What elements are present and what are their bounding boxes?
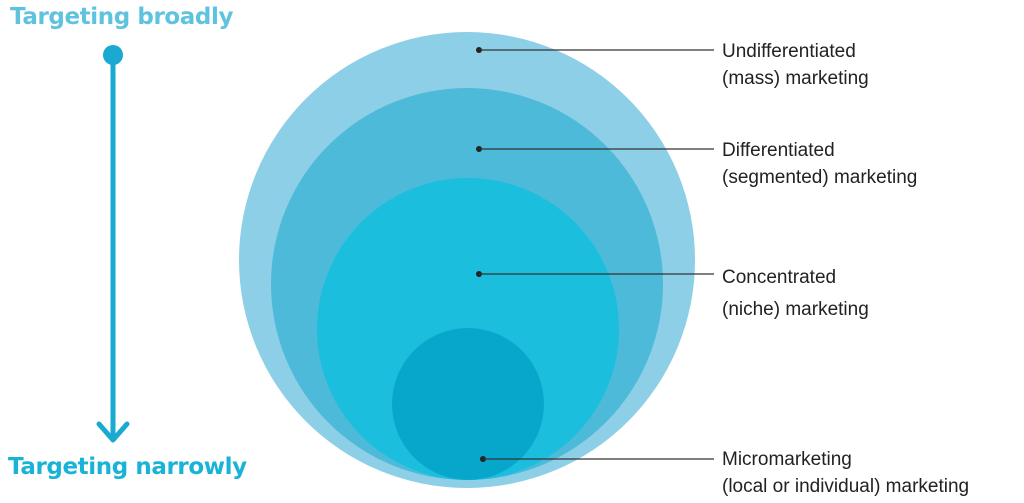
targeting-arrow xyxy=(96,45,130,443)
level-title-differentiated: Differentiated xyxy=(722,140,835,161)
level-subtitle-micromarketing: (local or individual) marketing xyxy=(722,476,970,497)
level-label-differentiated: Differentiated (segmented) marketing xyxy=(722,137,917,191)
targeting-narrowly-label: Targeting narrowly xyxy=(8,454,247,480)
level-label-undifferentiated: Undifferentiated (mass) marketing xyxy=(722,38,869,92)
level-subtitle-concentrated: (niche) marketing xyxy=(722,299,869,320)
leader-lines xyxy=(476,47,714,462)
level-label-concentrated: Concentrated (niche) marketing xyxy=(722,262,869,326)
arrow-head xyxy=(96,421,130,443)
level-subtitle-differentiated: (segmented) marketing xyxy=(722,167,918,188)
level-title-micromarketing: Micromarketing xyxy=(722,449,852,470)
level-label-micromarketing: Micromarketing (local or individual) mar… xyxy=(722,446,969,500)
nested-circles xyxy=(239,32,695,488)
level-subtitle-undifferentiated: (mass) marketing xyxy=(722,68,869,89)
circle-micromarketing xyxy=(392,328,544,480)
targeting-broadly-label: Targeting broadly xyxy=(10,4,234,30)
level-title-concentrated: Concentrated xyxy=(722,267,837,288)
level-title-undifferentiated: Undifferentiated xyxy=(722,41,856,62)
